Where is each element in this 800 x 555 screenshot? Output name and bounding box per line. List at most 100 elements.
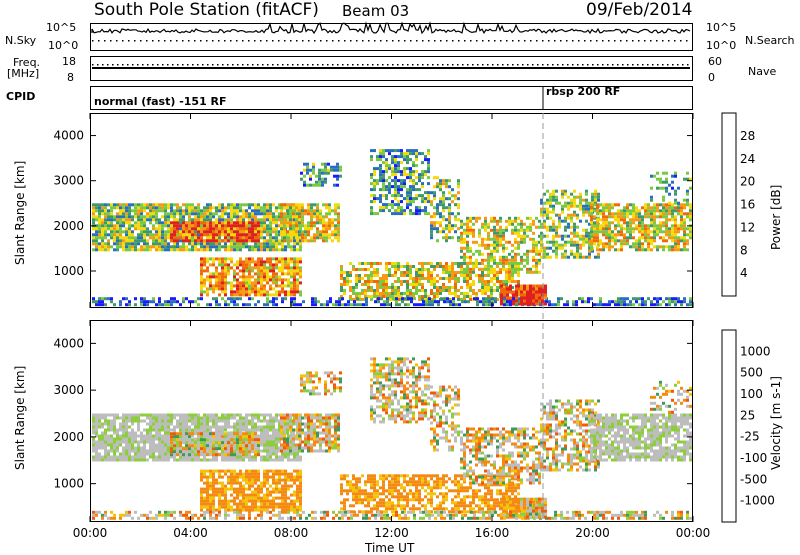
colorbar-tick-label: 100: [740, 387, 763, 401]
nsearch-dot: [92, 40, 94, 42]
nsearch-dot: [344, 40, 346, 42]
nave-dot: [662, 64, 664, 66]
nsearch-dot: [434, 40, 436, 42]
x-tick-label: 00:00: [676, 526, 711, 540]
nsearch-dot: [500, 40, 502, 42]
nave-dot: [582, 64, 584, 66]
nsearch-dot: [104, 40, 106, 42]
nave-dot: [417, 64, 419, 66]
nave-dot: [292, 64, 294, 66]
nsearch-dot: [566, 40, 568, 42]
nave-dot: [277, 64, 279, 66]
nave-dot: [457, 64, 459, 66]
x-tick-label: 08:00: [274, 526, 309, 540]
nave-dot: [557, 64, 559, 66]
nsearch-dot: [134, 40, 136, 42]
colorbar-tick-label: 28: [740, 129, 755, 143]
nave-dot: [552, 64, 554, 66]
nsearch-dot: [272, 40, 274, 42]
nsearch-dot: [332, 40, 334, 42]
nave-dot: [467, 64, 469, 66]
x-tick-label: 04:00: [173, 526, 208, 540]
heatmap-cells-power: [92, 149, 692, 306]
nsearch-dot: [392, 40, 394, 42]
nsearch-dot: [308, 40, 310, 42]
nsearch-dot: [278, 40, 280, 42]
nave-dot: [432, 64, 434, 66]
nsearch-dot: [512, 40, 514, 42]
y-tick-label: 4000: [53, 336, 84, 350]
nave-dot: [97, 64, 99, 66]
nave-dot: [427, 64, 429, 66]
nave-dot: [182, 64, 184, 66]
x-tick-label: 16:00: [475, 526, 510, 540]
nave-dot: [492, 64, 494, 66]
nsearch-dot: [368, 40, 370, 42]
nsearch-dot: [170, 40, 172, 42]
nsearch-dot: [290, 40, 292, 42]
colorbar-tick-label: 24: [740, 152, 755, 166]
nsearch-dot: [440, 40, 442, 42]
nave-dot: [382, 64, 384, 66]
nsearch-dot: [464, 40, 466, 42]
nsearch-dot: [596, 40, 598, 42]
nave-dot: [387, 64, 389, 66]
nsearch-dot: [470, 40, 472, 42]
nave-dot: [132, 64, 134, 66]
nave-dot: [517, 64, 519, 66]
nsearch-dot: [362, 40, 364, 42]
nsearch-dot: [98, 40, 100, 42]
nave-dot: [302, 64, 304, 66]
nave-dot: [562, 64, 564, 66]
nave-dot: [632, 64, 634, 66]
nave-dot: [267, 64, 269, 66]
nsearch-dot: [590, 40, 592, 42]
nave-dot: [317, 64, 319, 66]
nave-dot: [677, 64, 679, 66]
nave-dot: [567, 64, 569, 66]
nsearch-dot: [326, 40, 328, 42]
nsearch-dot: [164, 40, 166, 42]
nave-dot: [117, 64, 119, 66]
nsearch-dot: [506, 40, 508, 42]
nave-dot: [122, 64, 124, 66]
nsearch-dot: [416, 40, 418, 42]
colorbar-tick-label: -100: [740, 451, 767, 465]
nsearch-dot: [656, 40, 658, 42]
nsearch-dot: [302, 40, 304, 42]
nave-dot: [307, 64, 309, 66]
nsearch-dot: [410, 40, 412, 42]
nsearch-dot: [380, 40, 382, 42]
nsearch-dot: [140, 40, 142, 42]
nave-dot: [407, 64, 409, 66]
colorbar-tick-label: 500: [740, 366, 763, 380]
heatmap-cells-velocity: [92, 357, 692, 519]
nave-dot: [412, 64, 414, 66]
nsearch-dot: [158, 40, 160, 42]
nsearch-dot: [458, 40, 460, 42]
nsearch-dot: [554, 40, 556, 42]
nave-dot: [282, 64, 284, 66]
nsearch-dot: [488, 40, 490, 42]
nsearch-dot: [668, 40, 670, 42]
nave-dot: [447, 64, 449, 66]
nsearch-dot: [620, 40, 622, 42]
colorbar-tick-label: 25: [740, 408, 755, 422]
nave-dot: [627, 64, 629, 66]
nsearch-dot: [386, 40, 388, 42]
nave-dot: [477, 64, 479, 66]
colorbar-tick-label: -1000: [740, 494, 775, 508]
y-tick-label: 3000: [53, 383, 84, 397]
nsearch-dot: [314, 40, 316, 42]
nave-dot: [642, 64, 644, 66]
nsearch-dot: [152, 40, 154, 42]
nave-dot: [352, 64, 354, 66]
nave-dot: [647, 64, 649, 66]
nave-dot: [617, 64, 619, 66]
nsearch-dot: [572, 40, 574, 42]
nave-dot: [237, 64, 239, 66]
nave-dot: [537, 64, 539, 66]
nsearch-dot: [632, 40, 634, 42]
nave-dot: [637, 64, 639, 66]
nsearch-dot: [338, 40, 340, 42]
